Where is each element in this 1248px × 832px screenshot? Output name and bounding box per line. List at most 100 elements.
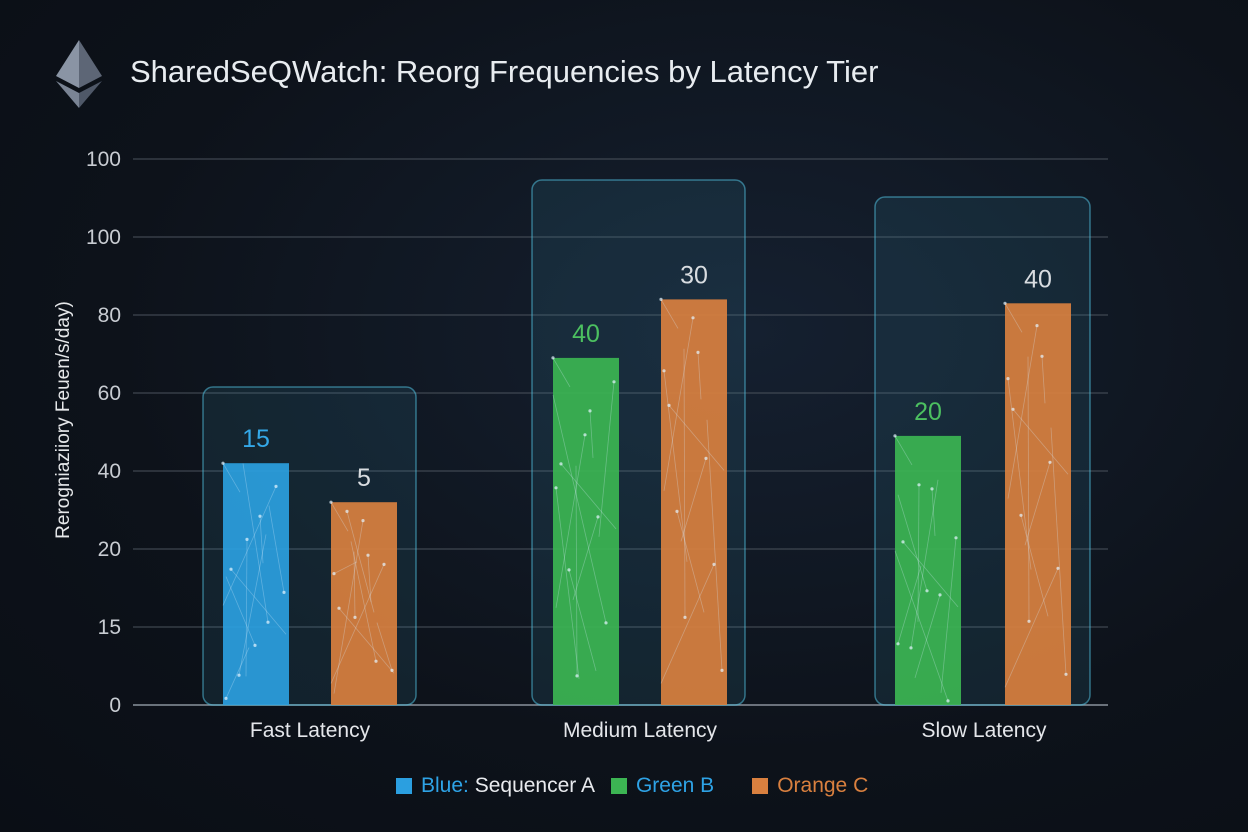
network-line	[552, 357, 571, 388]
bar-green	[895, 435, 961, 705]
network-dot	[374, 659, 378, 663]
network-dot	[675, 509, 679, 513]
network-dot	[229, 567, 233, 571]
network-line	[680, 458, 707, 542]
y-tick-label: 100	[86, 226, 121, 249]
network-dot	[353, 615, 357, 620]
network-dot	[345, 509, 349, 513]
network-dot	[954, 536, 958, 540]
network-line	[245, 539, 248, 677]
network-dot	[332, 572, 336, 576]
network-line	[353, 551, 356, 618]
network-dot	[683, 615, 687, 620]
network-line	[367, 555, 372, 603]
network-dot	[245, 537, 249, 542]
network-dot	[382, 562, 386, 567]
network-line	[222, 462, 241, 493]
y-tick-label: 80	[98, 304, 121, 327]
y-tick-label: 60	[98, 382, 121, 405]
network-dot	[1027, 619, 1031, 623]
network-line	[917, 484, 920, 622]
legend-item-green: Green B	[610, 774, 715, 798]
network-line	[330, 564, 385, 684]
network-dot	[704, 456, 708, 460]
network-dot	[946, 699, 950, 703]
network-line	[238, 534, 267, 676]
network-line	[706, 419, 723, 671]
network-line	[560, 463, 617, 530]
network-dot	[282, 590, 286, 595]
network-line	[555, 487, 580, 679]
network-dot	[274, 484, 278, 488]
bar-blue	[223, 463, 289, 705]
network-dot	[583, 433, 587, 437]
network-dot	[266, 620, 270, 624]
network-dot	[659, 297, 663, 301]
ethereum-icon	[56, 40, 102, 108]
legend-item-orange: Orange C	[752, 774, 868, 798]
bar-orange	[1005, 303, 1071, 705]
network-line	[568, 569, 597, 672]
network-line	[931, 488, 936, 536]
network-line	[660, 299, 679, 329]
network-line	[242, 463, 269, 623]
network-line	[1024, 462, 1051, 546]
bar-orange	[661, 299, 727, 705]
network-line	[555, 434, 586, 608]
network-line	[894, 550, 949, 702]
network-line	[1020, 515, 1049, 617]
network-line	[676, 511, 705, 613]
network-line	[333, 561, 358, 574]
network-dot	[1011, 407, 1015, 411]
network-dot	[604, 621, 608, 625]
y-tick-label: 0	[109, 694, 121, 717]
network-line	[663, 370, 688, 562]
legend-label: Green B	[635, 774, 715, 797]
network-dot	[1019, 513, 1023, 517]
network-line	[663, 317, 694, 491]
network-dot	[1064, 672, 1068, 676]
network-dot	[720, 668, 724, 673]
network-dot	[221, 461, 225, 465]
network-dot	[712, 562, 716, 567]
network-line	[589, 410, 594, 458]
network-line	[897, 565, 922, 644]
legend-swatch	[752, 778, 769, 794]
data-label: 20	[914, 398, 942, 426]
network-dot	[337, 606, 341, 610]
data-label: 15	[242, 425, 270, 453]
network-line	[333, 520, 364, 694]
network-dot	[667, 403, 671, 407]
network-line	[910, 479, 939, 648]
network-dot	[909, 646, 913, 650]
x-tick-label: Medium Latency	[563, 719, 718, 742]
network-line	[668, 405, 725, 471]
network-dot	[554, 486, 558, 490]
network-dot	[258, 514, 262, 518]
network-line	[575, 465, 578, 676]
legend-label: Blue:	[421, 774, 469, 797]
legend-swatch	[396, 778, 412, 794]
bar-green	[553, 357, 619, 705]
legend: Blue: Sequencer A Green B Orange C	[396, 774, 884, 798]
network-line	[914, 594, 941, 679]
data-label: 40	[572, 320, 600, 348]
network-line	[598, 381, 615, 537]
network-dot	[930, 487, 934, 491]
network-dot	[1035, 324, 1039, 328]
network-line	[1004, 303, 1023, 333]
network-dot	[1056, 566, 1060, 570]
network-line	[697, 352, 702, 400]
network-line	[1050, 427, 1067, 675]
network-line	[1041, 356, 1046, 404]
network-dot	[1006, 377, 1010, 381]
y-tick-label: 100	[86, 148, 121, 171]
network-line	[660, 564, 715, 684]
network-line	[225, 576, 256, 646]
network-dot	[253, 643, 257, 648]
network-line	[572, 516, 599, 601]
network-line	[259, 516, 264, 564]
network-dot	[896, 642, 900, 646]
network-line	[350, 541, 377, 662]
network-dot	[917, 483, 921, 487]
